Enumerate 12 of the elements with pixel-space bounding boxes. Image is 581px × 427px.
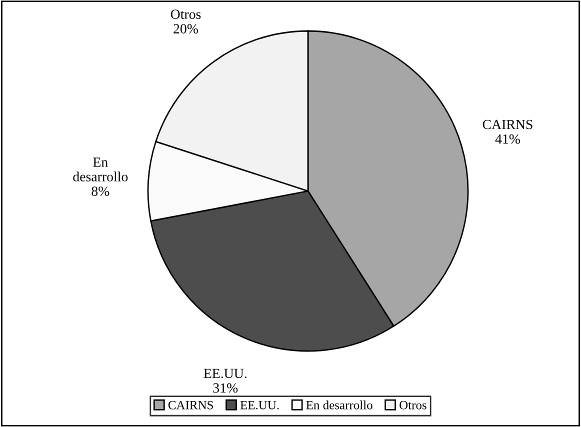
slice-label: CAIRNS bbox=[482, 120, 532, 130]
slice-label: En desarrollo bbox=[73, 158, 128, 182]
slice-label: EE.UU. bbox=[204, 368, 246, 378]
legend-label: En desarrollo bbox=[306, 400, 372, 410]
slice-label: Otros bbox=[170, 10, 201, 19]
data-label: 20% bbox=[174, 24, 198, 34]
legend-label: EE.UU. bbox=[240, 401, 279, 410]
data-label: 31% bbox=[213, 383, 238, 393]
data-label: 8% bbox=[92, 186, 110, 196]
data-label: 41% bbox=[495, 134, 520, 144]
legend-label: Otros bbox=[400, 400, 426, 410]
legend-label: CAIRNS bbox=[168, 400, 213, 410]
